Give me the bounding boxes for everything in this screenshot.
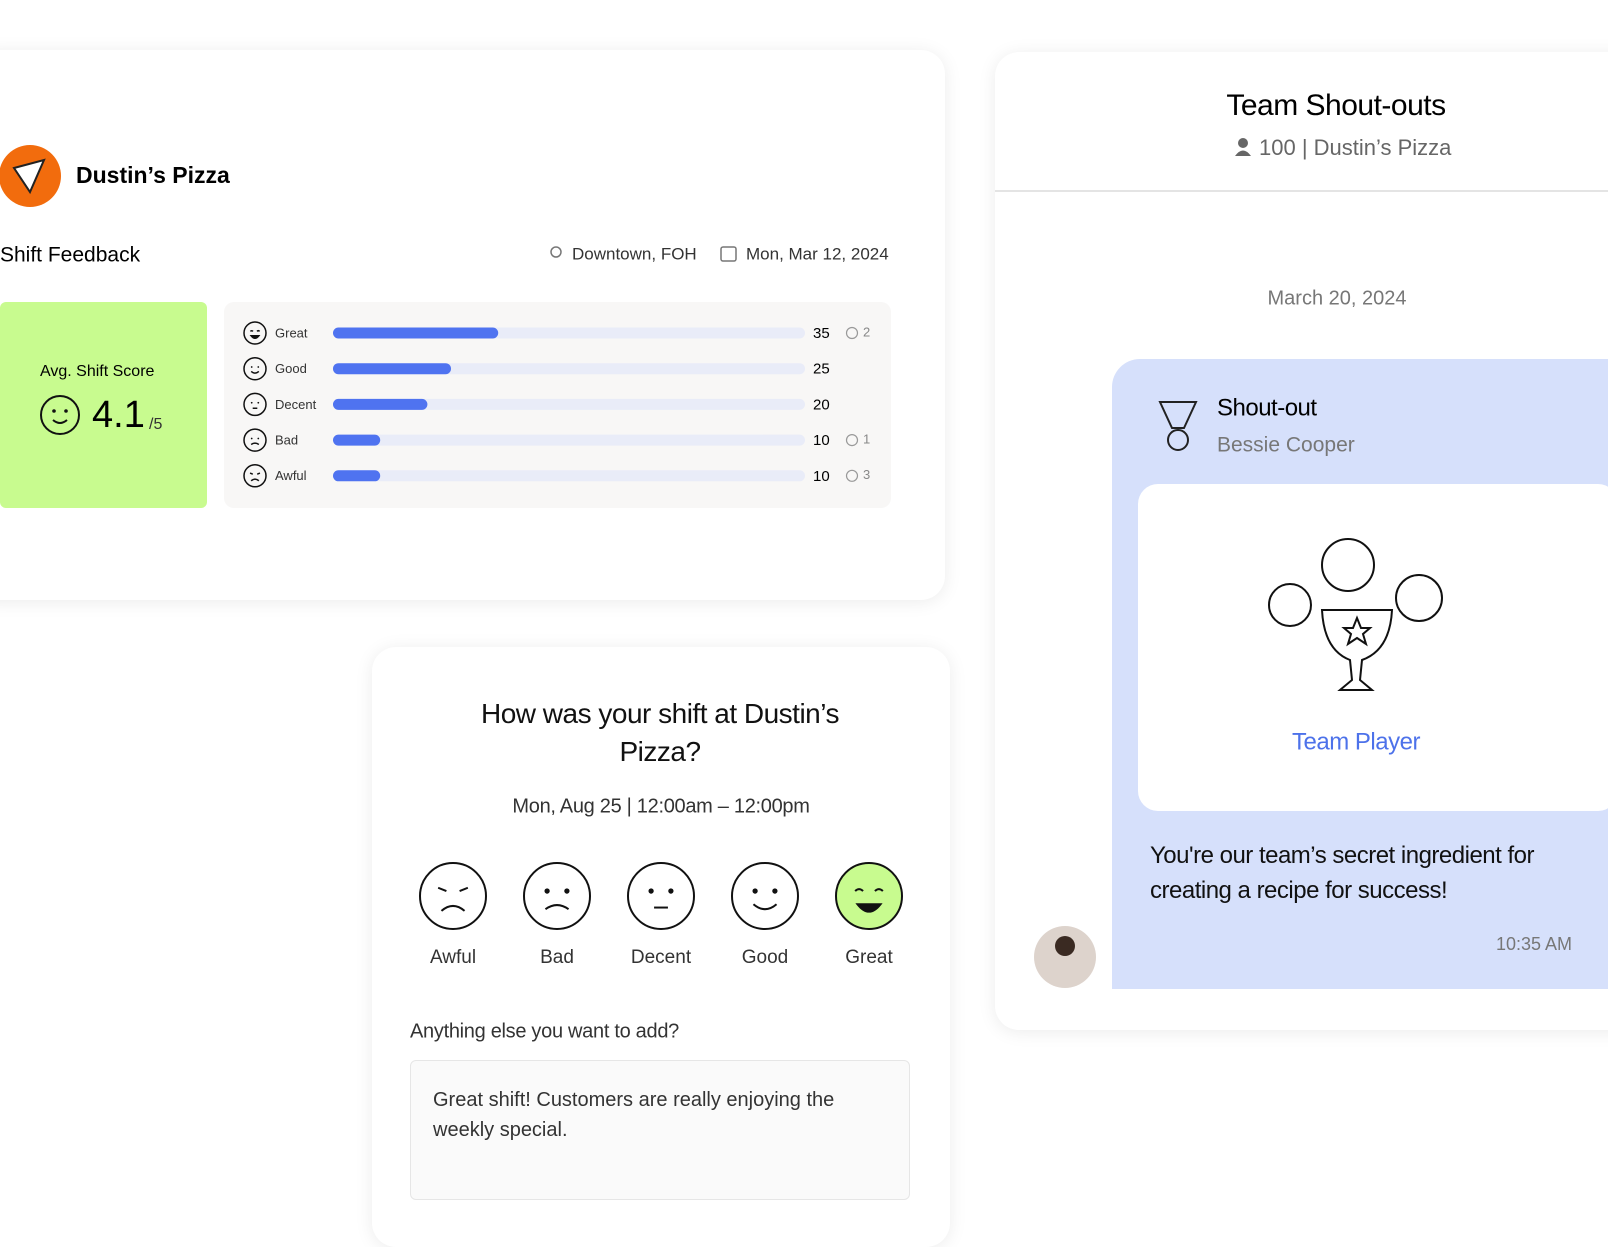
ratings-panel bbox=[224, 302, 891, 508]
score-box bbox=[0, 302, 207, 508]
survey-question: How was your shift at Dustin’s Pizza? bbox=[481, 698, 839, 767]
page: How was your shift at Dustin’s Pizza? Gr… bbox=[0, 88, 1608, 1200]
shoutout-message: You're our team’s secret ingredient for … bbox=[1150, 842, 1534, 904]
award-card bbox=[1138, 484, 1608, 811]
comment-box[interactable]: Great shift! Customers are really enjoyi… bbox=[410, 1060, 910, 1200]
divider bbox=[995, 190, 1608, 192]
